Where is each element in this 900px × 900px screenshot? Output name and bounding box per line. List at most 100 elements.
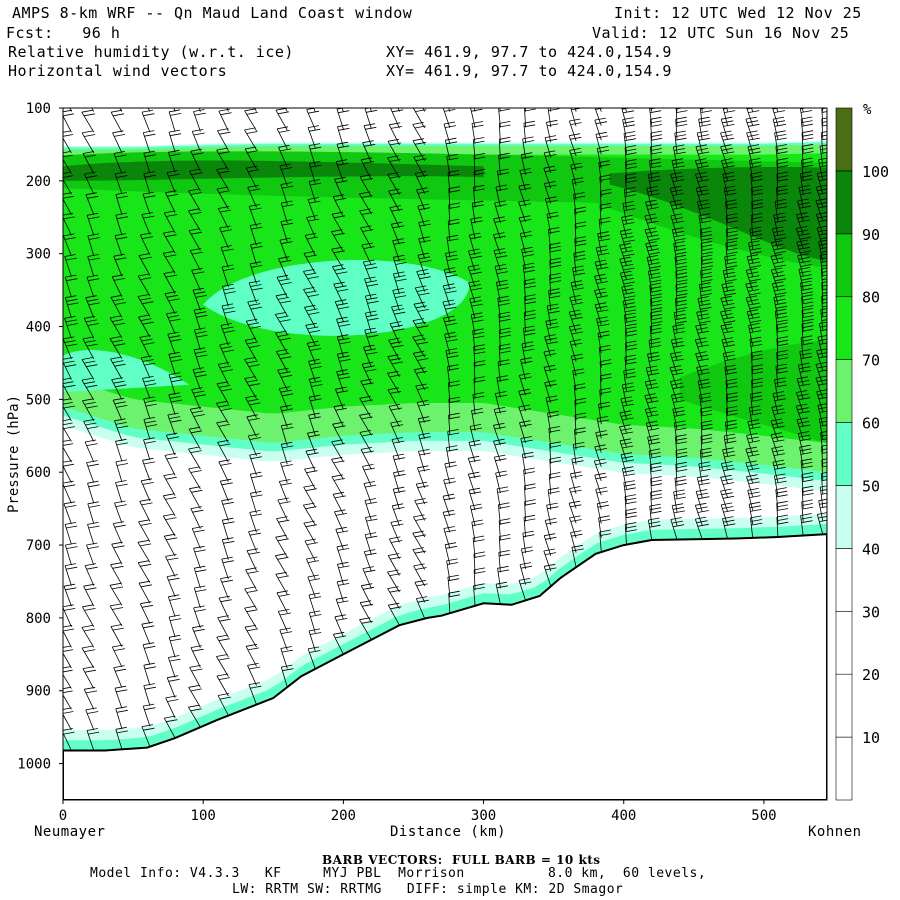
wind-barb — [594, 117, 608, 141]
barb-flag — [418, 236, 430, 240]
barb-shaft — [547, 413, 552, 434]
wind-barb — [543, 563, 557, 587]
wind-barb — [622, 298, 637, 322]
barb-flag — [165, 234, 177, 238]
barb-flag — [498, 311, 510, 315]
y-tick-label: 800 — [26, 611, 51, 627]
barb-flag — [775, 144, 787, 147]
barb-flag — [116, 236, 128, 240]
barb-flag — [391, 221, 403, 225]
wind-barb — [360, 378, 374, 402]
wind-barb — [303, 269, 319, 292]
barb-flag — [522, 550, 534, 553]
wind-barb — [249, 261, 263, 284]
barb-flag — [310, 348, 322, 351]
wind-barb — [444, 542, 458, 565]
barb-flag — [801, 462, 813, 465]
barb-column — [593, 108, 612, 553]
barb-flag — [112, 339, 124, 343]
barb-flag — [114, 500, 126, 504]
barb-flag — [773, 247, 785, 251]
barb-flag — [468, 471, 480, 475]
barb-flag — [594, 458, 606, 462]
wind-barb — [189, 168, 203, 192]
barb-flag — [550, 264, 562, 268]
wind-barb — [619, 242, 635, 266]
barb-flag — [725, 279, 737, 282]
barb-flag — [671, 217, 684, 220]
barb-flag — [775, 202, 787, 206]
wind-barb — [622, 117, 636, 140]
barb-flag — [645, 379, 657, 383]
wind-barb — [137, 273, 152, 297]
wind-barb — [674, 254, 688, 278]
wind-barb — [361, 361, 377, 385]
barb-flag — [698, 137, 711, 141]
barb-flag — [700, 110, 712, 113]
barb-flag — [724, 523, 736, 527]
wind-barb — [776, 500, 789, 524]
barb-flag — [248, 529, 260, 532]
barb-flag — [575, 243, 587, 247]
wind-barb — [413, 154, 427, 178]
barb-flag — [471, 408, 483, 411]
barb-flag — [625, 501, 637, 505]
barb-flag — [470, 503, 482, 507]
wind-barb — [448, 590, 460, 614]
barb-flag — [796, 212, 808, 216]
barb-flag — [145, 403, 157, 407]
barb-flag — [623, 120, 635, 124]
barb-flag — [112, 113, 125, 117]
barb-shaft — [190, 508, 201, 529]
barb-flag — [723, 124, 735, 127]
barb-flag — [801, 294, 813, 298]
barb-flag — [84, 669, 96, 673]
wind-barb — [364, 293, 379, 317]
wind-barb — [801, 308, 814, 331]
barb-shaft — [86, 462, 95, 483]
barb-flag — [649, 282, 661, 286]
barb-flag — [570, 328, 582, 331]
barb-flag — [775, 199, 787, 202]
barb-column — [137, 108, 158, 747]
barb-shaft — [86, 276, 95, 298]
barb-flag — [444, 319, 456, 323]
barb-shaft — [547, 489, 552, 510]
barb-flag — [247, 150, 259, 153]
barb-flag — [472, 200, 484, 204]
barb-flag — [392, 238, 404, 242]
wind-barb — [392, 453, 406, 477]
barb-flag — [672, 503, 684, 507]
barb-flag — [821, 274, 827, 277]
barb-flag — [771, 90, 782, 92]
barb-flag — [309, 376, 321, 380]
barb-flag — [520, 376, 532, 380]
barb-flag — [676, 469, 688, 472]
barb-column — [694, 108, 713, 540]
barb-shaft — [569, 488, 577, 509]
barb-shaft — [413, 304, 426, 325]
barb-flag — [416, 596, 428, 599]
wind-barb — [83, 419, 99, 442]
barb-flag — [600, 377, 612, 380]
barb-flag — [796, 239, 808, 243]
barb-flag — [390, 407, 402, 411]
barb-flag — [221, 229, 233, 232]
barb-flag — [223, 540, 235, 544]
barb-flag — [777, 339, 789, 343]
wind-barb — [362, 140, 376, 163]
barb-flag — [572, 548, 584, 552]
wind-barb — [543, 165, 557, 189]
barb-shaft — [165, 697, 176, 719]
barb-flag — [64, 237, 76, 240]
barb-flag — [164, 533, 176, 537]
barb-flag — [335, 635, 347, 639]
barb-flag — [624, 375, 636, 379]
wind-barb — [418, 220, 431, 243]
barb-flag — [695, 351, 707, 354]
barb-flag — [623, 302, 635, 306]
y-tick-label: 100 — [26, 101, 51, 117]
barb-flag — [390, 142, 402, 146]
barb-flag — [572, 181, 584, 184]
barb-flag — [417, 252, 429, 256]
